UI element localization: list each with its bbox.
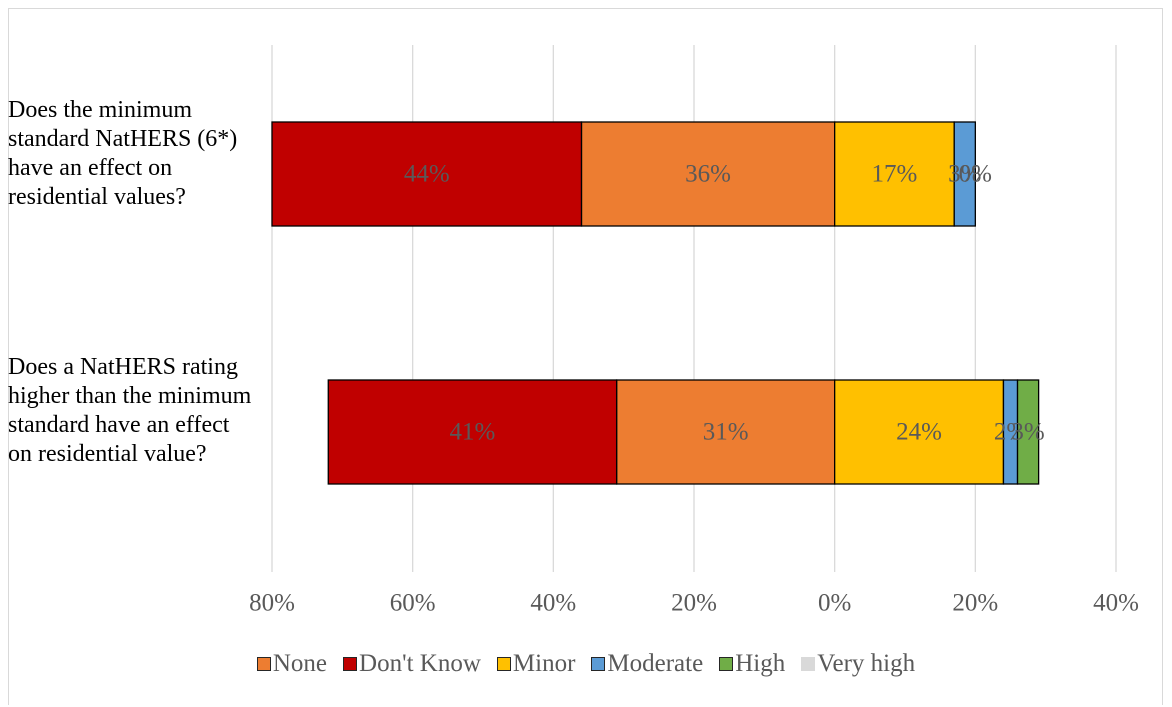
x-tick-label: 60% — [390, 590, 436, 617]
data-label: 41% — [450, 419, 496, 446]
bar-segment — [327, 379, 618, 485]
bar-segment — [271, 121, 583, 227]
category-label: Does a NatHERS rating higher than the mi… — [8, 354, 252, 467]
x-tick-label: 20% — [671, 590, 717, 617]
x-tick-label: 40% — [530, 590, 576, 617]
data-label: 44% — [404, 161, 450, 188]
x-tick-label: 80% — [249, 590, 295, 617]
legend-label: Moderate — [607, 650, 704, 677]
data-label: 36% — [685, 161, 731, 188]
chart-frame — [8, 8, 1163, 705]
data-label: 17% — [872, 161, 918, 188]
legend-label: High — [735, 650, 786, 677]
data-label: 3% — [948, 161, 981, 188]
legend-swatch — [591, 657, 606, 671]
legend-item: None — [256, 650, 328, 678]
bar-segment — [615, 379, 836, 485]
legend-swatch — [343, 657, 358, 671]
legend-label: None — [272, 650, 328, 677]
legend-item: Minor — [496, 650, 576, 678]
legend: None Don't Know Minor Moderate High Very high — [0, 650, 1172, 678]
data-label: 24% — [896, 419, 942, 446]
legend-swatch — [496, 657, 511, 671]
legend-item: High — [719, 650, 785, 678]
legend-label: Minor — [512, 650, 576, 677]
x-tick-label: 40% — [1093, 590, 1139, 617]
data-label: 31% — [703, 419, 749, 446]
legend-label: Very high — [817, 650, 916, 677]
bar-segment — [580, 121, 836, 227]
legend-swatch — [801, 657, 816, 671]
bar-segment — [953, 121, 976, 227]
category-label: Does the minimum standard NatHERS (6*) h… — [8, 97, 238, 210]
bar-segment — [1016, 379, 1040, 485]
legend-swatch — [719, 657, 734, 671]
bar-segment — [834, 379, 1005, 485]
legend-item: Don't Know — [343, 650, 481, 678]
legend-swatch — [256, 657, 271, 671]
legend-item: Moderate — [591, 650, 703, 678]
legend-label: Don't Know — [359, 650, 481, 677]
x-tick-label: 20% — [952, 590, 998, 617]
legend-item: Very high — [801, 650, 915, 678]
data-label: 3% — [1011, 419, 1044, 446]
bar-segment — [834, 121, 955, 227]
data-label: 0% — [959, 161, 992, 188]
x-tick-label: 0% — [818, 590, 851, 617]
